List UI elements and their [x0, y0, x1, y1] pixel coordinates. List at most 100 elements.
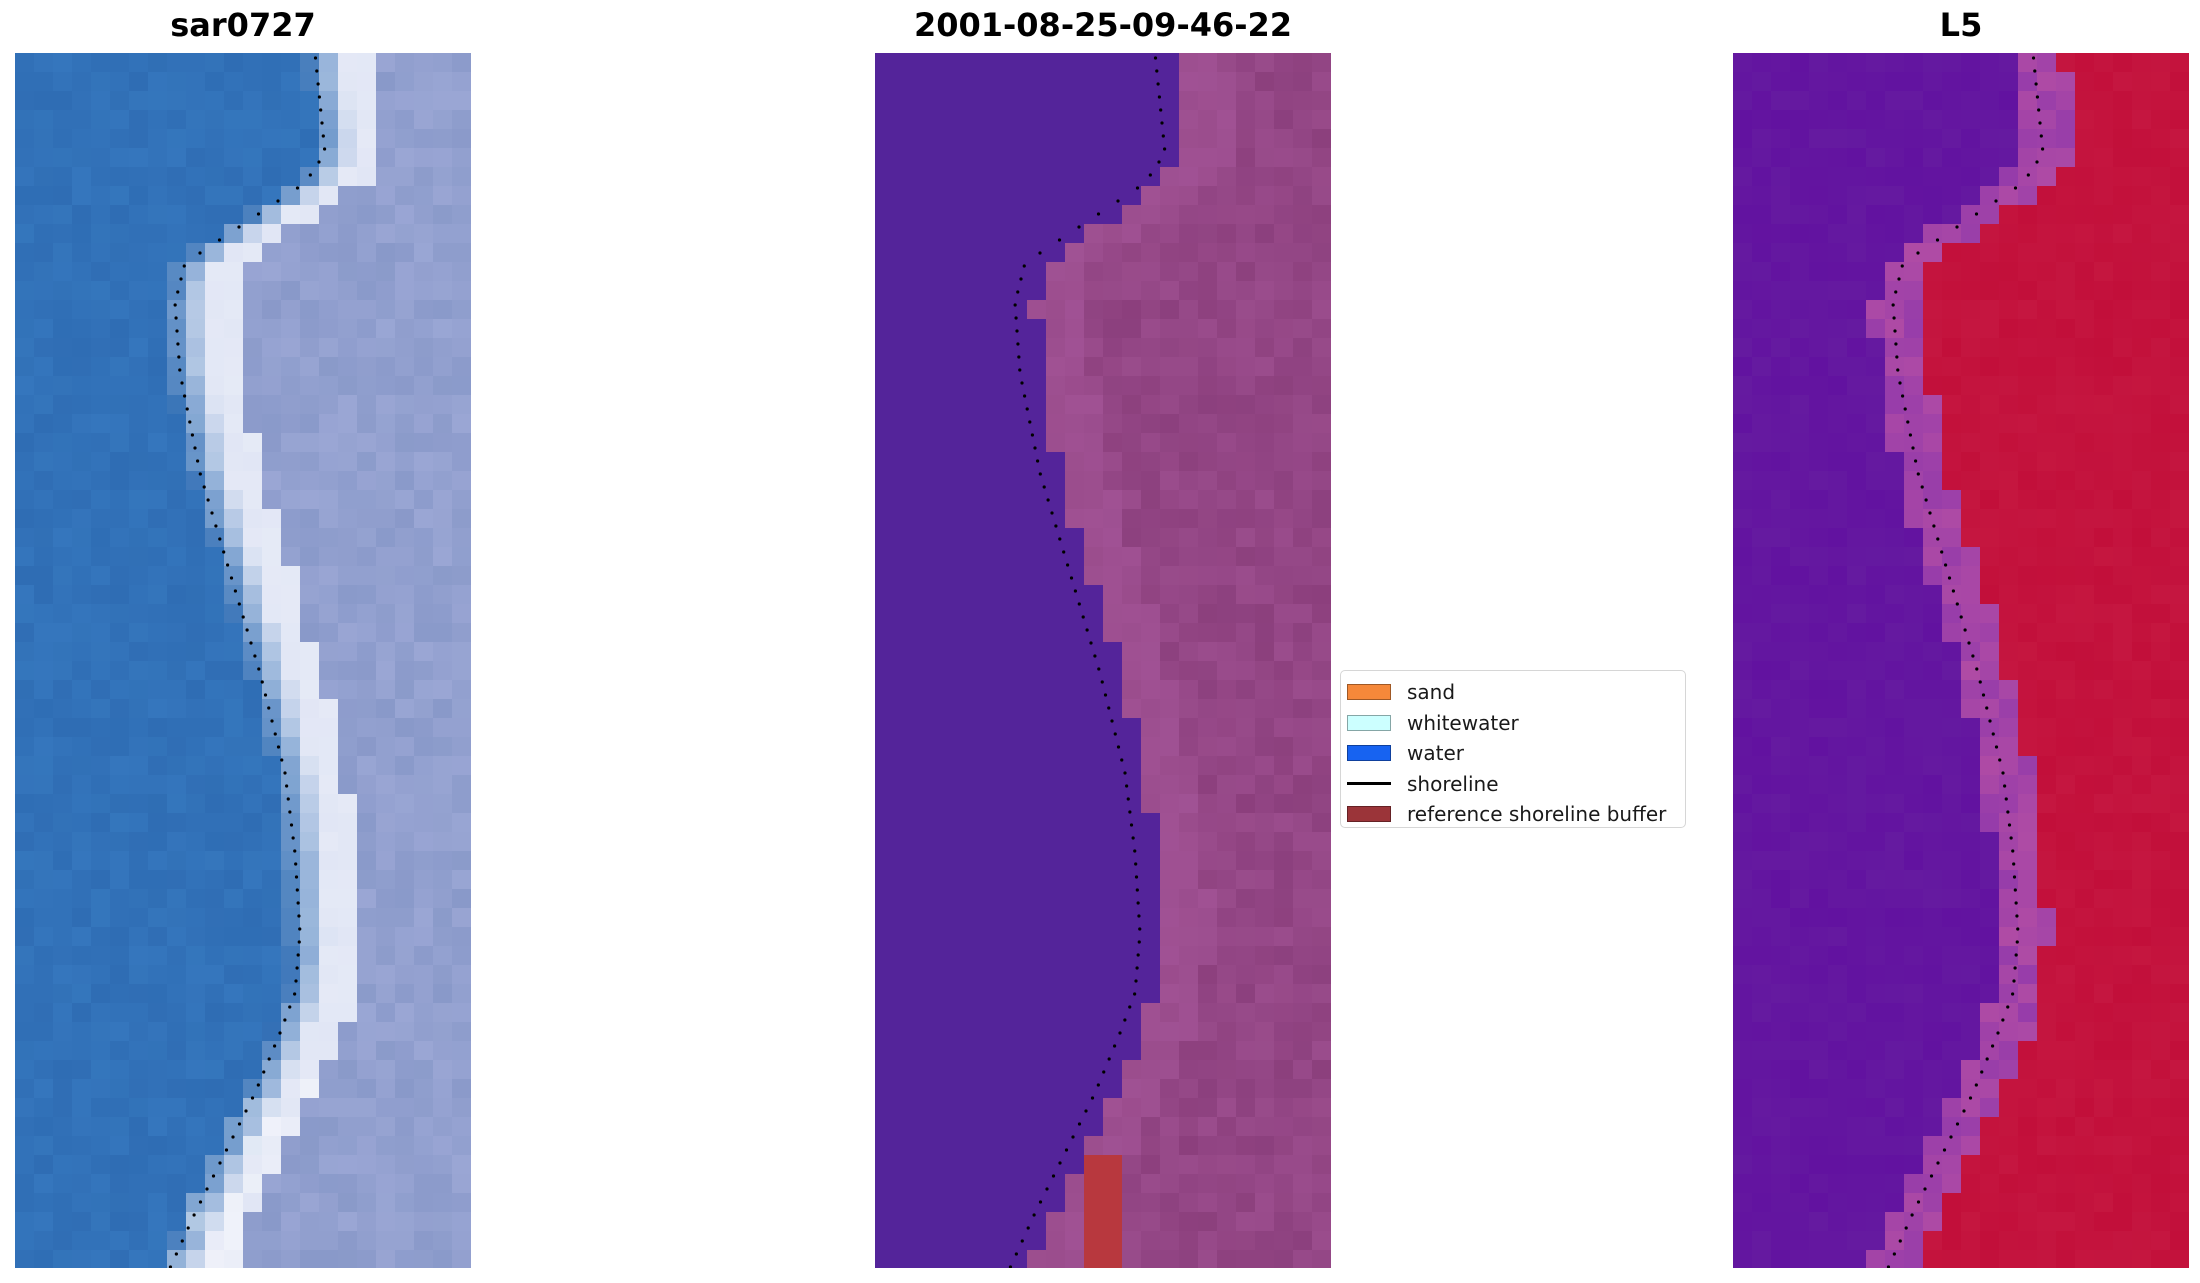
image-pixel	[1236, 110, 1256, 130]
image-pixel	[15, 1079, 35, 1099]
image-pixel	[148, 53, 168, 73]
image-pixel	[970, 965, 990, 985]
shoreline-dot	[1077, 225, 1081, 229]
image-pixel	[281, 566, 301, 586]
image-pixel	[262, 737, 282, 757]
image-pixel	[2018, 889, 2038, 909]
image-pixel	[970, 186, 990, 206]
image-pixel	[2113, 661, 2133, 681]
image-pixel	[338, 262, 358, 282]
image-pixel	[414, 984, 434, 1004]
image-pixel	[34, 870, 54, 890]
image-pixel	[970, 452, 990, 472]
image-pixel	[1046, 528, 1066, 548]
image-pixel	[1103, 908, 1123, 928]
image-pixel	[414, 205, 434, 225]
image-pixel	[319, 775, 339, 795]
image-pixel	[1084, 1117, 1104, 1137]
image-pixel	[2132, 243, 2152, 263]
image-pixel	[1980, 832, 2000, 852]
image-pixel	[1179, 623, 1199, 643]
image-pixel	[932, 1041, 952, 1061]
image-pixel	[2018, 1117, 2038, 1137]
image-pixel	[1980, 1212, 2000, 1232]
image-pixel	[243, 72, 263, 92]
image-pixel	[15, 129, 35, 149]
image-pixel	[15, 1231, 35, 1251]
image-pixel	[34, 1098, 54, 1118]
image-pixel	[452, 357, 471, 377]
image-pixel	[1065, 737, 1085, 757]
image-pixel	[1312, 395, 1331, 415]
image-pixel	[1141, 300, 1161, 320]
image-pixel	[913, 262, 933, 282]
image-pixel	[1160, 851, 1180, 871]
image-pixel	[1065, 623, 1085, 643]
image-pixel	[1999, 642, 2019, 662]
image-pixel	[1771, 1193, 1791, 1213]
image-pixel	[1179, 604, 1199, 624]
image-pixel	[2037, 1136, 2057, 1156]
image-pixel	[1866, 338, 1886, 358]
image-pixel	[2113, 623, 2133, 643]
image-pixel	[319, 528, 339, 548]
image-pixel	[1771, 1003, 1791, 1023]
image-pixel	[1980, 281, 2000, 301]
image-pixel	[338, 1155, 358, 1175]
image-pixel	[2094, 908, 2114, 928]
image-pixel	[932, 1174, 952, 1194]
image-pixel	[1141, 129, 1161, 149]
image-pixel	[1255, 984, 1275, 1004]
image-pixel	[1904, 262, 1924, 282]
image-pixel	[262, 585, 282, 605]
image-pixel	[1179, 1003, 1199, 1023]
image-pixel	[91, 110, 111, 130]
image-pixel	[433, 1231, 453, 1251]
image-pixel	[2056, 737, 2076, 757]
image-pixel	[913, 129, 933, 149]
image-pixel	[2037, 813, 2057, 833]
image-pixel	[913, 452, 933, 472]
shoreline-dot	[185, 407, 189, 411]
image-pixel	[452, 395, 471, 415]
image-pixel	[262, 680, 282, 700]
image-pixel	[2075, 509, 2095, 529]
image-pixel	[300, 566, 320, 586]
shoreline-dot	[295, 888, 299, 892]
image-pixel	[1103, 1174, 1123, 1194]
image-pixel	[2075, 205, 2095, 225]
image-pixel	[1790, 1231, 1810, 1251]
image-pixel	[53, 452, 73, 472]
image-pixel	[34, 1117, 54, 1137]
image-pixel	[1141, 680, 1161, 700]
image-pixel	[2113, 718, 2133, 738]
image-pixel	[932, 1079, 952, 1099]
image-pixel	[1809, 243, 1829, 263]
image-pixel	[894, 338, 914, 358]
image-pixel	[1752, 243, 1772, 263]
image-pixel	[91, 281, 111, 301]
image-pixel	[1923, 205, 1943, 225]
image-pixel	[2056, 490, 2076, 510]
image-pixel	[243, 604, 263, 624]
image-pixel	[338, 623, 358, 643]
image-pixel	[1733, 186, 1753, 206]
image-pixel	[1752, 224, 1772, 244]
image-pixel	[1046, 471, 1066, 491]
image-pixel	[1866, 376, 1886, 396]
image-pixel	[1828, 718, 1848, 738]
image-pixel	[1828, 1174, 1848, 1194]
image-pixel	[1790, 490, 1810, 510]
image-pixel	[1885, 376, 1905, 396]
image-pixel	[2170, 1003, 2189, 1023]
image-pixel	[376, 205, 396, 225]
image-pixel	[2132, 452, 2152, 472]
image-pixel	[1790, 471, 1810, 491]
image-pixel	[913, 1231, 933, 1251]
image-pixel	[452, 262, 471, 282]
image-pixel	[1312, 91, 1331, 111]
image-pixel	[913, 642, 933, 662]
image-pixel	[951, 737, 971, 757]
shoreline-dot	[250, 1096, 255, 1100]
shoreline-dot	[295, 186, 300, 190]
